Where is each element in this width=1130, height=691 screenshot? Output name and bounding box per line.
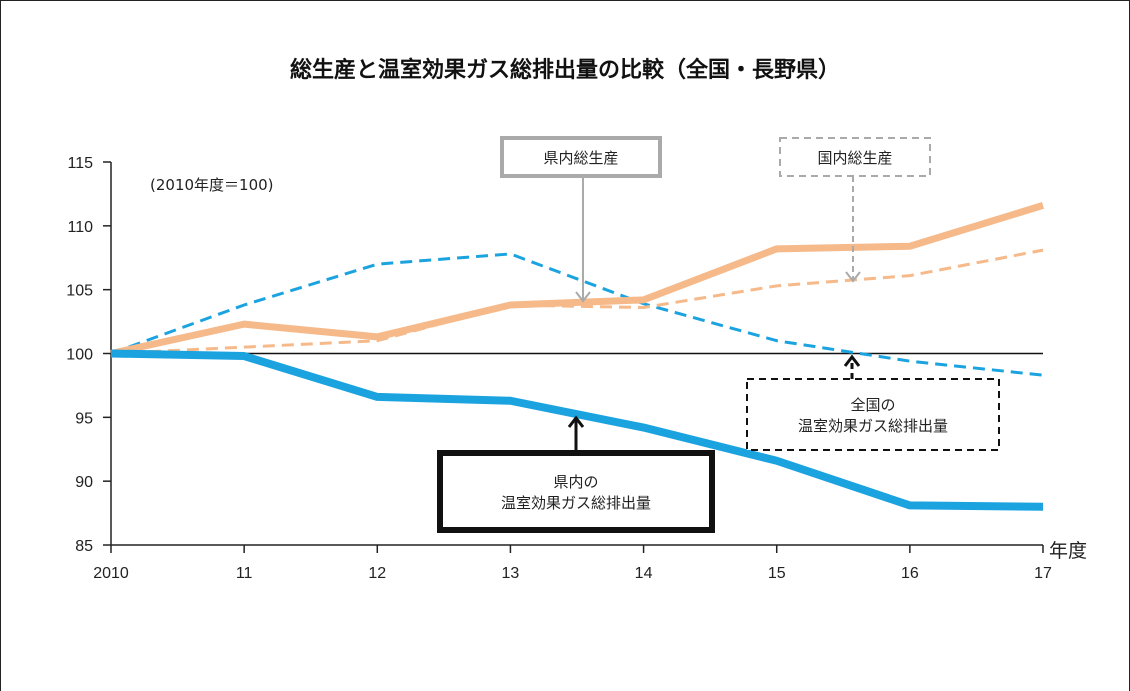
y-tick-label: 100: [66, 347, 93, 364]
callout-label-national_ghg: 温室効果ガス総排出量: [798, 417, 948, 435]
series-line-pref_ghg: [110, 349, 1044, 511]
y-tick-label: 95: [75, 410, 93, 427]
callout-arrowhead-pref_ghg: [567, 415, 585, 428]
y-tick-label: 110: [67, 219, 93, 236]
chart-title: 総生産と温室効果ガス総排出量の比較（全国・長野県）: [289, 58, 840, 83]
y-tick-label: 115: [67, 155, 93, 172]
callout-arrowhead-national_gdp: [845, 271, 861, 283]
callout-box-national_gdp: [779, 137, 931, 177]
callout-box-pref_gdp: [500, 136, 662, 178]
callout-box-pref_ghg: [437, 450, 715, 533]
callout-label-pref_ghg: 温室効果ガス総排出量: [501, 494, 651, 512]
y-tick-label: 85: [75, 538, 93, 555]
series-line-national_gdp: [110, 248, 1044, 355]
callout-label-pref_ghg: 県内の: [553, 473, 598, 491]
callout-arrowhead-national_ghg: [843, 354, 861, 367]
callout-arrowhead-pref_gdp: [575, 291, 591, 303]
series-line-national_ghg: [110, 252, 1044, 377]
x-tick-label: 17: [1034, 565, 1052, 582]
y-tick-label: 90: [75, 474, 93, 491]
y-tick-label: 105: [66, 283, 93, 300]
x-tick-label: 14: [635, 565, 653, 582]
callout-label-national_gdp: 国内総生産: [817, 149, 892, 167]
x-tick-label: 12: [368, 565, 386, 582]
x-tick-label: 13: [502, 565, 520, 582]
callout-label-pref_gdp: 県内総生産: [543, 149, 618, 167]
callout-label-national_ghg: 全国の: [850, 396, 895, 414]
callout-box-national_ghg: [746, 378, 1000, 451]
x-tick-label: 16: [901, 565, 919, 582]
x-tick-label: 2010: [93, 565, 129, 582]
index-note: (2010年度＝100): [150, 176, 274, 194]
x-tick-label: 15: [768, 565, 786, 582]
x-tick-label: 11: [236, 565, 253, 582]
series-line-pref_gdp: [110, 202, 1045, 357]
x-axis-label: 年度: [1049, 540, 1087, 562]
